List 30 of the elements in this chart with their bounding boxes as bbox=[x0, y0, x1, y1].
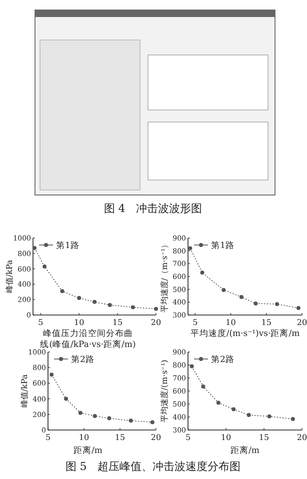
legend-label: 第1路 bbox=[56, 240, 80, 251]
x-tick-label: 20 bbox=[296, 318, 307, 327]
x-tick-label: 10 bbox=[74, 318, 84, 327]
x-tick-label: 20 bbox=[296, 433, 307, 442]
caption: 图 5 超压峰值、冲击波速度分布图 bbox=[65, 460, 241, 473]
x-tick-label: 5 bbox=[192, 318, 198, 327]
y-axis-title: 平均速度/（m·s⁻¹） bbox=[160, 240, 169, 313]
caption: 图 4 冲击波波形图 bbox=[104, 202, 202, 215]
x-tick-label: 15 bbox=[112, 318, 123, 327]
x-tick-label: 5 bbox=[45, 433, 51, 442]
x-tick-label: 15 bbox=[114, 433, 126, 442]
x-tick-label: 15 bbox=[258, 433, 270, 442]
x-axis-title: 距离/m bbox=[74, 445, 102, 456]
y-axis-title: 峰值/kPa bbox=[20, 374, 29, 408]
x-tick-label: 20 bbox=[150, 433, 162, 442]
legend-label: 第2路 bbox=[71, 354, 94, 365]
x-tick-label: 5 bbox=[185, 433, 191, 442]
y-axis-title: 峰值/kPa bbox=[5, 260, 14, 294]
legend-label: 第1路 bbox=[211, 240, 234, 251]
x-axis-title: 距离/m bbox=[230, 445, 260, 456]
x-tick-label: 15 bbox=[261, 318, 272, 327]
x-tick-label: 10 bbox=[220, 433, 232, 442]
x-axis-title: 峰值压力沿空间分布曲线(峰值/kPa·vs·距离/m) bbox=[40, 328, 136, 350]
x-tick-label: 10 bbox=[226, 318, 236, 327]
legend-label: 第2路 bbox=[211, 354, 234, 365]
x-axis-title: 平均速度/(m·s⁻¹)vs·距离/m bbox=[190, 328, 300, 339]
x-tick-label: 10 bbox=[78, 433, 90, 442]
x-tick-label: 20 bbox=[150, 318, 162, 327]
x-tick-label: 5 bbox=[38, 318, 44, 327]
y-axis-title: 平均速度/(m·s⁻¹) bbox=[160, 360, 169, 422]
